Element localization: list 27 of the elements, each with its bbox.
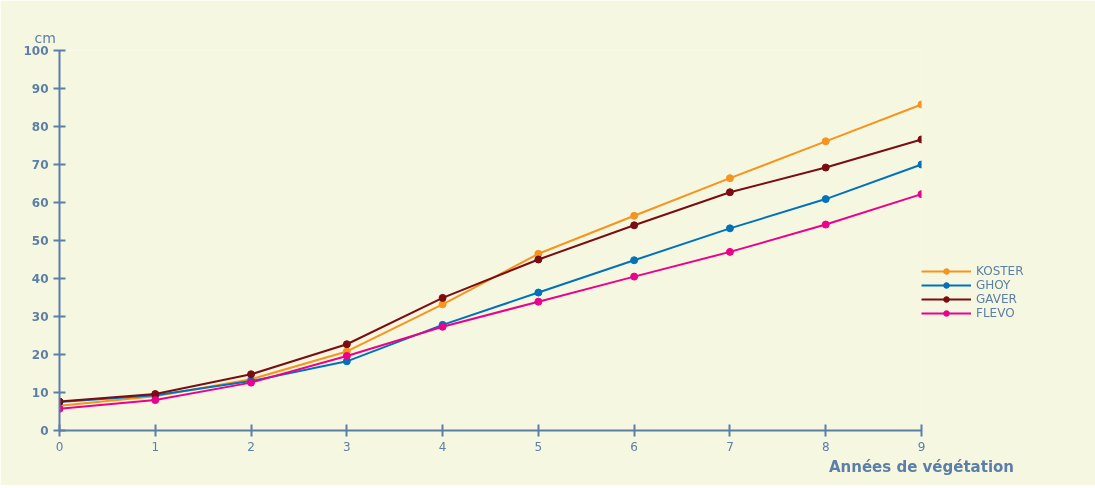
x-tick-label: 8 bbox=[821, 439, 830, 454]
y-axis-title: cm bbox=[34, 29, 56, 46]
x-tick-label: 7 bbox=[726, 439, 734, 454]
x-axis-title: Années de végétation bbox=[828, 457, 1015, 476]
y-tick-label: 20 bbox=[31, 348, 49, 362]
y-tick-label: 50 bbox=[31, 234, 49, 248]
legend-label: KOSTER bbox=[976, 264, 1024, 278]
y-tick-label: 80 bbox=[31, 120, 49, 134]
x-tick-label: 2 bbox=[247, 439, 255, 454]
legend-label: GAVER bbox=[976, 292, 1017, 306]
x-tick-label: 0 bbox=[55, 439, 64, 454]
y-tick-label: 10 bbox=[31, 386, 49, 400]
y-tick-label: 60 bbox=[31, 196, 49, 210]
x-tick-label: 5 bbox=[534, 439, 543, 454]
legend-label: FLEVO bbox=[976, 306, 1015, 320]
y-tick-label: 30 bbox=[31, 310, 49, 324]
y-tick-label: 100 bbox=[23, 44, 49, 58]
x-tick-label: 9 bbox=[917, 439, 926, 454]
y-tick-label: 90 bbox=[31, 82, 49, 96]
x-tick-label: 3 bbox=[343, 439, 351, 454]
y-tick-label: 70 bbox=[31, 158, 49, 172]
x-tick-label: 1 bbox=[151, 439, 160, 454]
x-tick-label: 6 bbox=[630, 439, 638, 454]
legend-label: GHOY bbox=[976, 278, 1011, 292]
x-tick-label: 4 bbox=[438, 439, 447, 454]
y-tick-label: 40 bbox=[31, 272, 49, 286]
y-tick-label: 0 bbox=[40, 424, 49, 438]
